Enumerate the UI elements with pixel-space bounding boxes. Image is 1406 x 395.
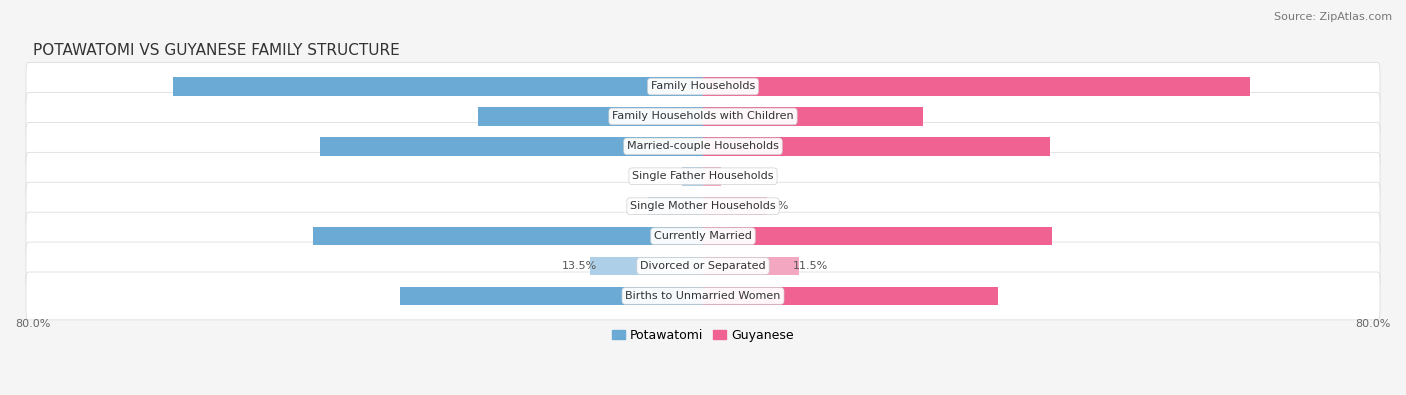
Text: 41.6%: 41.6% xyxy=(673,229,711,243)
Text: 2.5%: 2.5% xyxy=(661,171,689,181)
Text: 11.5%: 11.5% xyxy=(793,261,828,271)
Text: 65.3%: 65.3% xyxy=(675,80,711,93)
Bar xyxy=(478,107,703,126)
Text: 41.4%: 41.4% xyxy=(673,140,711,153)
FancyBboxPatch shape xyxy=(25,122,1381,170)
Text: 26.3%: 26.3% xyxy=(673,110,711,123)
FancyBboxPatch shape xyxy=(25,182,1381,230)
Bar xyxy=(321,137,703,156)
Bar xyxy=(703,197,766,215)
Text: 45.7%: 45.7% xyxy=(695,140,733,153)
FancyBboxPatch shape xyxy=(25,62,1381,111)
Text: 26.9%: 26.9% xyxy=(695,110,733,123)
Text: Married-couple Households: Married-couple Households xyxy=(627,141,779,151)
Bar xyxy=(314,227,703,245)
Bar xyxy=(703,257,800,275)
Text: 63.3%: 63.3% xyxy=(695,80,731,93)
Bar xyxy=(703,227,1052,245)
Text: Births to Unmarried Women: Births to Unmarried Women xyxy=(626,291,780,301)
FancyBboxPatch shape xyxy=(25,242,1381,290)
Text: Single Father Households: Single Father Households xyxy=(633,171,773,181)
Bar xyxy=(703,287,998,305)
FancyBboxPatch shape xyxy=(25,212,1381,260)
Bar xyxy=(399,287,703,305)
Text: Family Households with Children: Family Households with Children xyxy=(612,111,794,121)
Bar xyxy=(703,167,721,186)
Bar xyxy=(703,137,1050,156)
Text: 2.1%: 2.1% xyxy=(714,171,742,181)
Bar xyxy=(703,107,924,126)
Text: Currently Married: Currently Married xyxy=(654,231,752,241)
Bar xyxy=(591,257,703,275)
Bar xyxy=(682,167,703,186)
Text: 35.2%: 35.2% xyxy=(675,290,711,303)
Bar xyxy=(648,197,703,215)
Bar xyxy=(703,77,1250,96)
Text: POTAWATOMI VS GUYANESE FAMILY STRUCTURE: POTAWATOMI VS GUYANESE FAMILY STRUCTURE xyxy=(32,43,399,58)
Text: 36.2%: 36.2% xyxy=(695,290,733,303)
Text: 7.6%: 7.6% xyxy=(761,201,789,211)
Text: Family Households: Family Households xyxy=(651,81,755,92)
Text: 6.6%: 6.6% xyxy=(626,201,654,211)
Text: 13.5%: 13.5% xyxy=(561,261,596,271)
Text: Source: ZipAtlas.com: Source: ZipAtlas.com xyxy=(1274,12,1392,22)
FancyBboxPatch shape xyxy=(25,92,1381,140)
Text: 46.5%: 46.5% xyxy=(695,229,733,243)
Bar xyxy=(173,77,703,96)
Text: Divorced or Separated: Divorced or Separated xyxy=(640,261,766,271)
Legend: Potawatomi, Guyanese: Potawatomi, Guyanese xyxy=(607,324,799,347)
FancyBboxPatch shape xyxy=(25,272,1381,320)
FancyBboxPatch shape xyxy=(25,152,1381,200)
Text: Single Mother Households: Single Mother Households xyxy=(630,201,776,211)
